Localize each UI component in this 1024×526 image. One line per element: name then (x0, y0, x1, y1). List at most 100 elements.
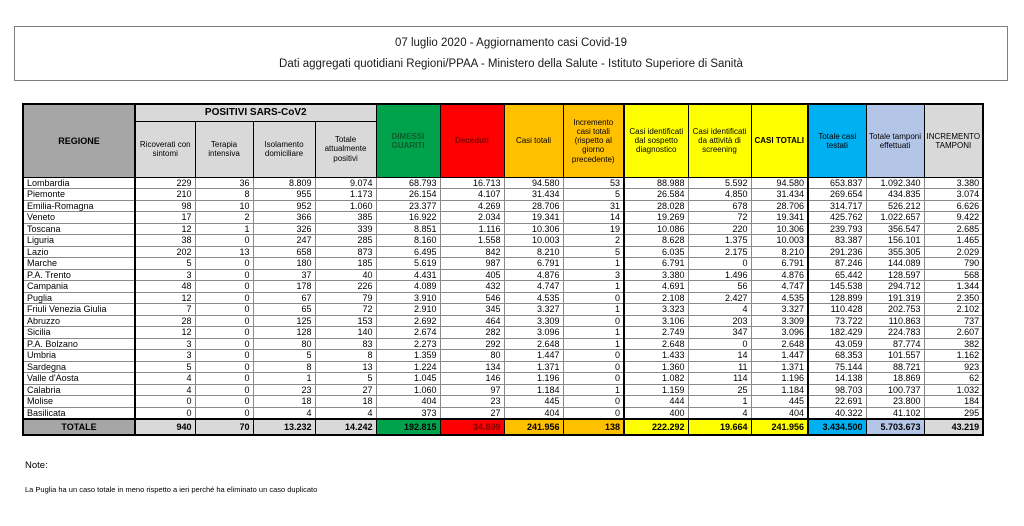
cell-casi_sospetto_diagnostico: 6.035 (623, 245, 689, 258)
cell-terapia_intensiva: 13 (194, 245, 254, 258)
cell-casi_totali_2: 1.447 (750, 349, 809, 362)
cell-isolamento_domiciliare: 1 (252, 372, 316, 385)
cell-totale_tamponi_effettuati: 101.557 (865, 349, 925, 362)
cell-isolamento_domiciliare: 178 (252, 280, 316, 293)
table-header: REGIONE POSITIVI SARS-CoV2 DIMESSI GUARI… (22, 103, 984, 178)
table-row: Lazio 202 13 658 873 6.495 842 8.210 5 6.035 2.175… (22, 245, 984, 258)
cell-totale_tamponi_effettuati: 144.089 (865, 257, 925, 270)
cell-totale_casi_testati: 425.762 (807, 211, 867, 224)
col-header-incremento-tamponi: INCREMENTO TAMPONI (923, 103, 984, 178)
cell-isolamento_domiciliare: 8 (252, 360, 316, 373)
cell-casi_totali_2: 3.327 (750, 303, 809, 316)
cell-regione: Sardegna (22, 360, 136, 373)
cell-incremento_casi_totali: 1 (562, 326, 625, 339)
table-row: Emilia-Romagna 98 10 952 1.060 23.377 4.269 28.… (22, 199, 984, 212)
cell-casi_sospetto_diagnostico: 400 (623, 406, 689, 420)
cell-isolamento_domiciliare: 366 (252, 211, 316, 224)
cell-casi_attivita_screening: 220 (687, 222, 752, 235)
table-row: Campania 48 0 178 226 4.089 432 4.747 1 4.691 56 4.… (22, 280, 984, 293)
cell-regione: Molise (22, 395, 136, 408)
cell-totale_tamponi_effettuati: 156.101 (865, 234, 925, 247)
table-row: Sardegna 5 0 8 13 1.224 134 1.371 0 1.360 11 1.371 7… (22, 360, 984, 373)
cell-casi_attivita_screening: 11 (687, 360, 752, 373)
cell-terapia_intensiva: 0 (194, 395, 254, 408)
total-casi_totali_2: 241.956 (750, 418, 809, 436)
cell-casi_attivita_screening: 56 (687, 280, 752, 293)
cell-terapia_intensiva: 0 (194, 349, 254, 362)
cell-ricoverati_con_sintomi: 5 (134, 257, 196, 270)
cell-deceduti: 464 (439, 314, 505, 327)
cell-terapia_intensiva: 36 (194, 176, 254, 189)
cell-totale_attualmente_positivi: 385 (314, 211, 377, 224)
cell-dimessi_guariti: 1.045 (375, 372, 441, 385)
cell-casi_totali_2: 1.371 (750, 360, 809, 373)
cell-isolamento_domiciliare: 65 (252, 303, 316, 316)
cell-casi_attivita_screening: 2.427 (687, 291, 752, 304)
cell-ricoverati_con_sintomi: 210 (134, 188, 196, 201)
cell-casi_sospetto_diagnostico: 2.108 (623, 291, 689, 304)
cell-casi_totali: 19.341 (503, 211, 564, 224)
cell-isolamento_domiciliare: 80 (252, 337, 316, 350)
cell-regione: Friuli Venezia Giulia (22, 303, 136, 316)
cell-incremento_tamponi: 2.102 (923, 303, 984, 316)
cell-incremento_casi_totali: 53 (562, 176, 625, 189)
cell-dimessi_guariti: 373 (375, 406, 441, 420)
total-incremento_casi_totali: 138 (562, 418, 625, 436)
cell-ricoverati_con_sintomi: 12 (134, 222, 196, 235)
total-casi_sospetto_diagnostico: 222.292 (623, 418, 689, 436)
cell-casi_totali: 1.371 (503, 360, 564, 373)
cell-totale_attualmente_positivi: 40 (314, 268, 377, 281)
cell-deceduti: 292 (439, 337, 505, 350)
cell-dimessi_guariti: 404 (375, 395, 441, 408)
cell-dimessi_guariti: 26.154 (375, 188, 441, 201)
cell-terapia_intensiva: 0 (194, 383, 254, 396)
cell-ricoverati_con_sintomi: 0 (134, 406, 196, 420)
covid-table: REGIONE POSITIVI SARS-CoV2 DIMESSI GUARI… (22, 103, 985, 436)
cell-casi_totali_2: 404 (750, 406, 809, 420)
cell-incremento_casi_totali: 1 (562, 280, 625, 293)
table-row: Toscana 12 1 326 339 8.851 1.116 10.306 19 10.086… (22, 222, 984, 235)
cell-deceduti: 1.558 (439, 234, 505, 247)
cell-casi_totali: 4.535 (503, 291, 564, 304)
cell-dimessi_guariti: 8.851 (375, 222, 441, 235)
cell-totale_attualmente_positivi: 79 (314, 291, 377, 304)
cell-dimessi_guariti: 2.674 (375, 326, 441, 339)
cell-totale_attualmente_positivi: 72 (314, 303, 377, 316)
cell-isolamento_domiciliare: 67 (252, 291, 316, 304)
cell-totale_casi_testati: 239.793 (807, 222, 867, 235)
notes-section: Note: La Puglia ha un caso totale in men… (25, 460, 317, 494)
cell-regione: Calabria (22, 383, 136, 396)
cell-totale_casi_testati: 291.236 (807, 245, 867, 258)
cell-dimessi_guariti: 5.619 (375, 257, 441, 270)
cell-ricoverati_con_sintomi: 229 (134, 176, 196, 189)
cell-casi_attivita_screening: 1.375 (687, 234, 752, 247)
cell-casi_totali_2: 10.003 (750, 234, 809, 247)
cell-incremento_casi_totali: 1 (562, 383, 625, 396)
cell-dimessi_guariti: 6.495 (375, 245, 441, 258)
cell-casi_totali: 4.876 (503, 268, 564, 281)
cell-incremento_casi_totali: 5 (562, 188, 625, 201)
cell-ricoverati_con_sintomi: 48 (134, 280, 196, 293)
cell-totale_casi_testati: 145.538 (807, 280, 867, 293)
cell-isolamento_domiciliare: 658 (252, 245, 316, 258)
table-row: Basilicata 0 0 4 4 373 27 404 0 400 4 404 40.322 41.1… (22, 406, 984, 420)
cell-totale_casi_testati: 269.654 (807, 188, 867, 201)
cell-casi_attivita_screening: 347 (687, 326, 752, 339)
table-row: Molise 0 0 18 18 404 23 445 0 444 1 445 22.691 23.800… (22, 395, 984, 408)
cell-totale_tamponi_effettuati: 128.597 (865, 268, 925, 281)
cell-ricoverati_con_sintomi: 28 (134, 314, 196, 327)
cell-incremento_tamponi: 737 (923, 314, 984, 327)
cell-dimessi_guariti: 2.910 (375, 303, 441, 316)
cell-regione: Lombardia (22, 176, 136, 189)
col-header-ricoverati-con-sintomi: Ricoverati con sintomi (134, 120, 196, 178)
cell-casi_attivita_screening: 1 (687, 395, 752, 408)
covid-table-wrap: REGIONE POSITIVI SARS-CoV2 DIMESSI GUARI… (22, 103, 985, 436)
report-title-line2: Dati aggregati quotidiani Regioni/PPAA -… (279, 58, 743, 71)
cell-regione: Lazio (22, 245, 136, 258)
cell-casi_totali_2: 4.747 (750, 280, 809, 293)
cell-casi_attivita_screening: 1.496 (687, 268, 752, 281)
cell-totale_casi_testati: 98.703 (807, 383, 867, 396)
cell-terapia_intensiva: 0 (194, 257, 254, 270)
cell-incremento_casi_totali: 1 (562, 303, 625, 316)
table-row: Marche 5 0 180 185 5.619 987 6.791 1 6.791 0 6.791 8… (22, 257, 984, 270)
